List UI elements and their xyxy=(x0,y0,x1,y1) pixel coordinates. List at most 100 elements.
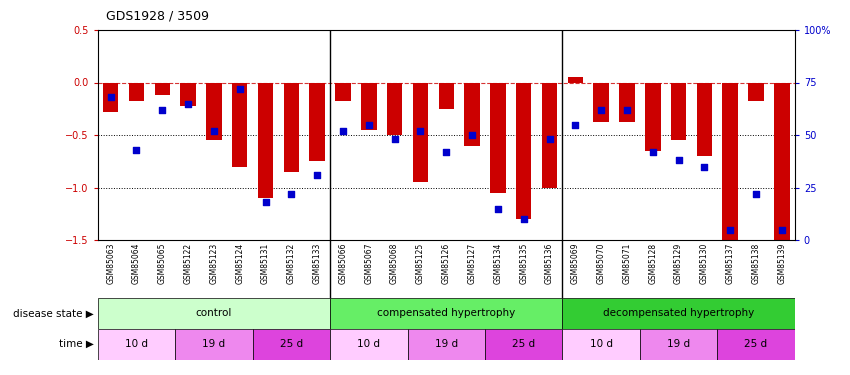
Bar xyxy=(361,82,377,130)
Text: 19 d: 19 d xyxy=(434,339,458,349)
Point xyxy=(775,226,789,232)
Bar xyxy=(128,82,144,101)
Bar xyxy=(490,82,506,193)
Point xyxy=(181,100,195,106)
Text: GSM85068: GSM85068 xyxy=(390,243,400,284)
Text: decompensated hypertrophy: decompensated hypertrophy xyxy=(603,309,754,318)
Bar xyxy=(640,329,717,360)
Bar xyxy=(284,82,299,172)
Bar xyxy=(258,82,274,198)
Text: GSM85071: GSM85071 xyxy=(622,243,632,284)
Bar xyxy=(563,329,640,360)
Text: GSM85137: GSM85137 xyxy=(726,243,734,284)
Text: GSM85126: GSM85126 xyxy=(442,243,450,284)
Point xyxy=(362,122,376,128)
Bar xyxy=(568,77,583,82)
Point xyxy=(491,206,505,212)
Bar xyxy=(697,82,712,156)
Text: GSM85132: GSM85132 xyxy=(286,243,296,284)
Point xyxy=(388,136,401,142)
Text: GSM85064: GSM85064 xyxy=(132,243,141,284)
Bar xyxy=(407,329,485,360)
Point xyxy=(569,122,582,128)
Text: 10 d: 10 d xyxy=(357,339,380,349)
Text: GSM85130: GSM85130 xyxy=(700,243,709,284)
Bar xyxy=(722,82,738,251)
Text: GDS1928 / 3509: GDS1928 / 3509 xyxy=(106,9,209,22)
Bar xyxy=(98,298,330,329)
Bar xyxy=(175,329,252,360)
Point xyxy=(258,199,272,205)
Point xyxy=(698,164,711,170)
Bar xyxy=(252,329,330,360)
Text: GSM85139: GSM85139 xyxy=(778,243,786,284)
Point xyxy=(594,107,608,113)
Bar xyxy=(207,82,222,140)
Bar xyxy=(563,298,795,329)
Text: 10 d: 10 d xyxy=(125,339,148,349)
Point xyxy=(104,94,117,100)
Point xyxy=(130,147,144,153)
Bar xyxy=(464,82,479,146)
Text: GSM85065: GSM85065 xyxy=(158,243,167,284)
Point xyxy=(620,107,634,113)
Text: GSM85129: GSM85129 xyxy=(674,243,683,284)
Bar xyxy=(330,298,563,329)
Text: disease state ▶: disease state ▶ xyxy=(13,309,94,318)
Bar xyxy=(309,82,325,161)
Text: compensated hypertrophy: compensated hypertrophy xyxy=(377,309,515,318)
Bar xyxy=(98,329,175,360)
Text: GSM85134: GSM85134 xyxy=(493,243,502,284)
Text: GSM85070: GSM85070 xyxy=(597,243,606,284)
Bar xyxy=(541,82,558,188)
Bar xyxy=(593,82,609,122)
Text: 25 d: 25 d xyxy=(745,339,768,349)
Bar xyxy=(180,82,196,106)
Bar xyxy=(717,329,795,360)
Text: GSM85127: GSM85127 xyxy=(468,243,477,284)
Point xyxy=(749,191,762,197)
Point xyxy=(439,149,453,155)
Text: GSM85069: GSM85069 xyxy=(571,243,580,284)
Text: GSM85122: GSM85122 xyxy=(184,243,193,284)
Text: GSM85131: GSM85131 xyxy=(261,243,270,284)
Point xyxy=(156,107,169,113)
Bar xyxy=(774,82,790,245)
Text: GSM85124: GSM85124 xyxy=(235,243,244,284)
Bar xyxy=(155,82,170,95)
Text: GSM85128: GSM85128 xyxy=(649,243,657,284)
Bar xyxy=(748,82,764,101)
Bar xyxy=(387,82,402,135)
Bar xyxy=(330,329,407,360)
Bar xyxy=(516,82,531,219)
Text: time ▶: time ▶ xyxy=(59,339,94,349)
Point xyxy=(285,191,298,197)
Point xyxy=(337,128,350,134)
Text: GSM85125: GSM85125 xyxy=(416,243,425,284)
Bar xyxy=(439,82,454,109)
Text: GSM85123: GSM85123 xyxy=(209,243,218,284)
Point xyxy=(672,157,685,163)
Point xyxy=(233,86,246,92)
Point xyxy=(414,128,428,134)
Point xyxy=(517,216,530,222)
Text: GSM85067: GSM85067 xyxy=(365,243,373,284)
Bar xyxy=(103,82,118,112)
Text: GSM85138: GSM85138 xyxy=(751,243,761,284)
Point xyxy=(207,128,221,134)
Point xyxy=(310,172,324,178)
Text: GSM85135: GSM85135 xyxy=(519,243,528,284)
Bar xyxy=(335,82,351,101)
Point xyxy=(465,132,479,138)
Text: 19 d: 19 d xyxy=(667,339,690,349)
Bar xyxy=(413,82,428,182)
Bar xyxy=(645,82,660,151)
Point xyxy=(723,226,737,232)
Point xyxy=(542,136,556,142)
Text: 19 d: 19 d xyxy=(202,339,225,349)
Text: GSM85136: GSM85136 xyxy=(545,243,554,284)
Bar xyxy=(671,82,686,140)
Bar xyxy=(619,82,635,122)
Text: 25 d: 25 d xyxy=(513,339,536,349)
Text: GSM85066: GSM85066 xyxy=(338,243,348,284)
